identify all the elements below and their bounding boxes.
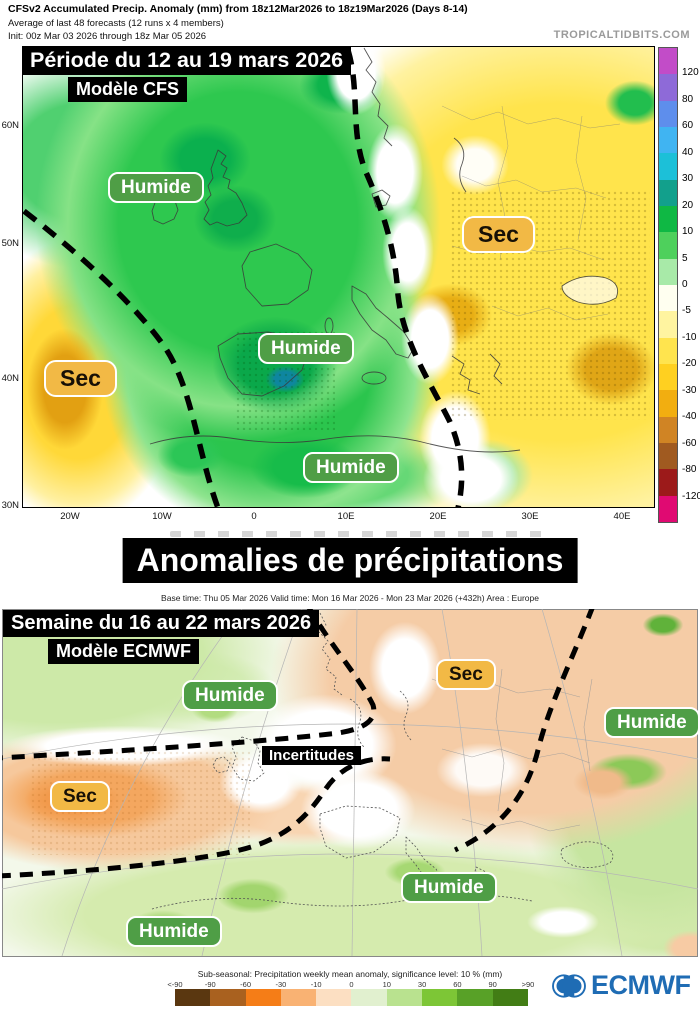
colorbar-tick-label: 20 <box>682 199 694 211</box>
wet-region-label: Humide <box>182 680 278 711</box>
legend-tick-label: 60 <box>453 980 462 989</box>
colorbar-segment <box>659 126 677 154</box>
longitude-tick: 10E <box>337 511 355 522</box>
legend-tick-label: -10 <box>310 980 322 989</box>
legend-color-segment <box>351 989 387 1006</box>
ecmwf-logo-icon <box>552 973 586 998</box>
legend-color-segment <box>422 989 458 1006</box>
colorbar-segment <box>659 48 677 75</box>
colorbar-segment <box>659 179 677 206</box>
longitude-tick: 30E <box>521 511 539 522</box>
colorbar-tick-label: -10 <box>682 331 697 343</box>
colorbar-segment <box>659 311 677 338</box>
colorbar-segment <box>659 74 677 101</box>
cfs-model-label: Modèle CFS <box>68 77 188 102</box>
colorbar-segment <box>659 337 677 364</box>
colorbar-segment <box>659 205 677 233</box>
tropicaltidbits-watermark: TROPICALTIDBITS.COM <box>553 29 690 41</box>
colorbar-segment <box>659 153 677 180</box>
wet-region-label: Humide <box>604 707 700 738</box>
wet-region-label: Humide <box>401 872 497 903</box>
colorbar-segment <box>659 416 677 443</box>
ecmwf-model-label: Modèle ECMWF <box>48 639 199 664</box>
legend-tick-label: 30 <box>417 980 427 989</box>
latitude-tick: 30N <box>1 500 19 511</box>
latitude-tick: 50N <box>1 238 19 249</box>
dry-region-label: Sec <box>44 360 117 397</box>
uncertainty-label: Incertitudes <box>262 746 362 765</box>
legend-color-segment <box>210 989 246 1006</box>
colorbar-tick-label: -80 <box>682 464 697 476</box>
cfs-period-label: Période du 12 au 19 mars 2026 <box>22 46 352 75</box>
ecmwf-logo: ECMWF <box>551 970 691 1000</box>
longitude-tick: 0 <box>251 511 257 522</box>
longitude-tick: 10W <box>152 511 172 522</box>
legend-tick-label: >90 <box>521 980 535 989</box>
cfs-chart-title: CFSv2 Accumulated Precip. Anomaly (mm) f… <box>8 3 468 15</box>
dry-region-label: Sec <box>50 781 110 812</box>
colorbar-tick-label: 30 <box>682 173 694 185</box>
colorbar-tick-label: 40 <box>682 146 694 158</box>
colorbar-segment <box>659 390 677 417</box>
ecmwf-legend-title: Sub-seasonal: Precipitation weekly mean … <box>197 969 503 979</box>
ecmwf-week-label: Semaine du 16 au 22 mars 2026 <box>3 610 320 637</box>
cfs-init-line: Init: 00z Mar 03 2026 through 18z Mar 05… <box>8 31 207 42</box>
cfs-colorbar <box>658 47 678 523</box>
colorbar-segment <box>659 469 677 496</box>
colorbar-segment <box>659 232 677 259</box>
cfs-chart-subtitle: Average of last 48 forecasts (12 runs x … <box>8 18 224 29</box>
wet-region-label: Humide <box>108 172 204 203</box>
colorbar-tick-label: -30 <box>682 384 697 396</box>
legend-color-segment <box>457 989 493 1006</box>
legend-color-segment <box>386 989 423 1006</box>
colorbar-segment <box>659 100 677 127</box>
dry-region-label: Sec <box>436 659 496 690</box>
colorbar-segment <box>659 495 677 522</box>
legend-tick-label: 90 <box>488 980 497 989</box>
wet-region-label: Humide <box>126 916 222 947</box>
colorbar-tick-label: -120 <box>682 490 700 502</box>
dry-region-label: Sec <box>462 216 535 253</box>
cfs-anomaly-map-canvas <box>22 46 655 508</box>
colorbar-tick-label: 0 <box>682 279 688 290</box>
colorbar-tick-label: -20 <box>682 358 697 370</box>
wet-region-label: Humide <box>303 452 399 483</box>
colorbar-tick-label: -40 <box>682 411 697 423</box>
longitude-tick: 20W <box>60 511 80 522</box>
latitude-tick: 60N <box>1 120 19 131</box>
colorbar-segment <box>659 363 677 391</box>
legend-color-segment <box>316 989 352 1006</box>
wet-region-label: Humide <box>258 333 354 364</box>
legend-tick-label: 10 <box>382 980 391 989</box>
obscured-text-remnant <box>170 531 550 537</box>
legend-tick-label: -60 <box>240 980 252 989</box>
colorbar-tick-label: 60 <box>682 120 694 132</box>
ecmwf-basetime-line: Base time: Thu 05 Mar 2026 Valid time: M… <box>161 593 539 603</box>
latitude-tick: 40N <box>1 373 19 384</box>
longitude-tick: 20E <box>429 511 447 522</box>
legend-tick-label: -90 <box>204 980 216 989</box>
legend-color-segment <box>175 989 211 1006</box>
colorbar-segment <box>659 442 677 470</box>
colorbar-tick-label: -60 <box>682 437 697 449</box>
colorbar-tick-label: 5 <box>682 252 688 264</box>
colorbar-segment <box>659 284 677 312</box>
legend-color-segment <box>280 989 317 1006</box>
legend-tick-label: 0 <box>349 980 354 989</box>
legend-tick-label: -30 <box>275 980 287 989</box>
colorbar-tick-label: 10 <box>682 226 694 238</box>
legend-tick-label: <-90 <box>167 980 183 989</box>
ecmwf-logo-text: ECMWF <box>591 970 691 1000</box>
colorbar-tick-label: -5 <box>682 305 691 317</box>
colorbar-tick-label: 80 <box>682 93 694 105</box>
colorbar-tick-label: 120 <box>682 67 699 79</box>
main-banner-title: Anomalies de précipitations <box>122 538 578 583</box>
legend-color-segment <box>492 989 528 1006</box>
longitude-tick: 40E <box>613 511 631 522</box>
colorbar-segment <box>659 258 677 285</box>
legend-color-segment <box>245 989 281 1006</box>
ecmwf-legend-colorbar <box>175 989 528 1006</box>
